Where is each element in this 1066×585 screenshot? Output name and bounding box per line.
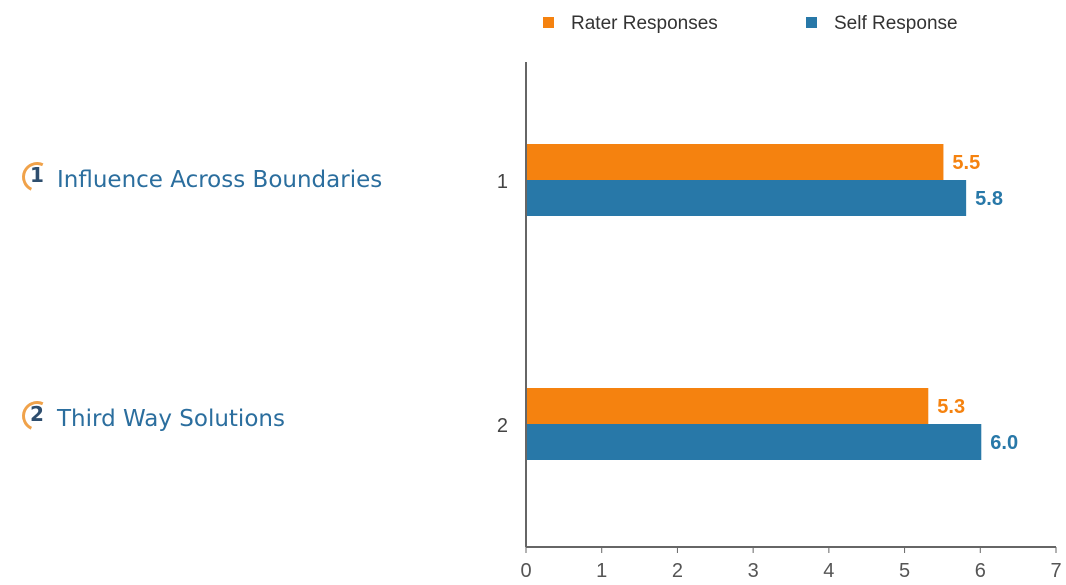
competency-number: 2 (30, 402, 44, 426)
legend-label: Self Response (834, 13, 958, 34)
number-badge-icon: 1 (17, 157, 57, 197)
competency-number: 1 (30, 163, 44, 187)
competency-name[interactable]: Third Way Solutions (57, 406, 285, 432)
bar-rater (527, 144, 944, 180)
x-tick-label: 0 (520, 560, 531, 582)
data-label: 5.5 (952, 152, 980, 174)
number-badge-icon: 2 (17, 396, 57, 436)
x-tick-label: 4 (823, 560, 834, 582)
legend-swatch (806, 17, 817, 28)
bar-rater (527, 388, 929, 424)
legend-swatch (543, 17, 554, 28)
x-tick-label: 1 (596, 560, 607, 582)
legend-label: Rater Responses (571, 13, 718, 34)
x-tick-label: 7 (1050, 560, 1061, 582)
competency-name[interactable]: Influence Across Boundaries (57, 167, 383, 193)
x-tick-label: 3 (748, 560, 759, 582)
y-tick-label: 1 (497, 171, 508, 193)
x-tick-label: 2 (672, 560, 683, 582)
y-tick-label: 2 (497, 415, 508, 437)
x-tick-label: 5 (899, 560, 910, 582)
x-tick-label: 6 (975, 560, 986, 582)
data-label: 5.3 (937, 396, 965, 418)
data-label: 6.0 (990, 432, 1018, 454)
data-label: 5.8 (975, 188, 1003, 210)
bar-self (527, 424, 982, 460)
bar-self (527, 180, 967, 216)
